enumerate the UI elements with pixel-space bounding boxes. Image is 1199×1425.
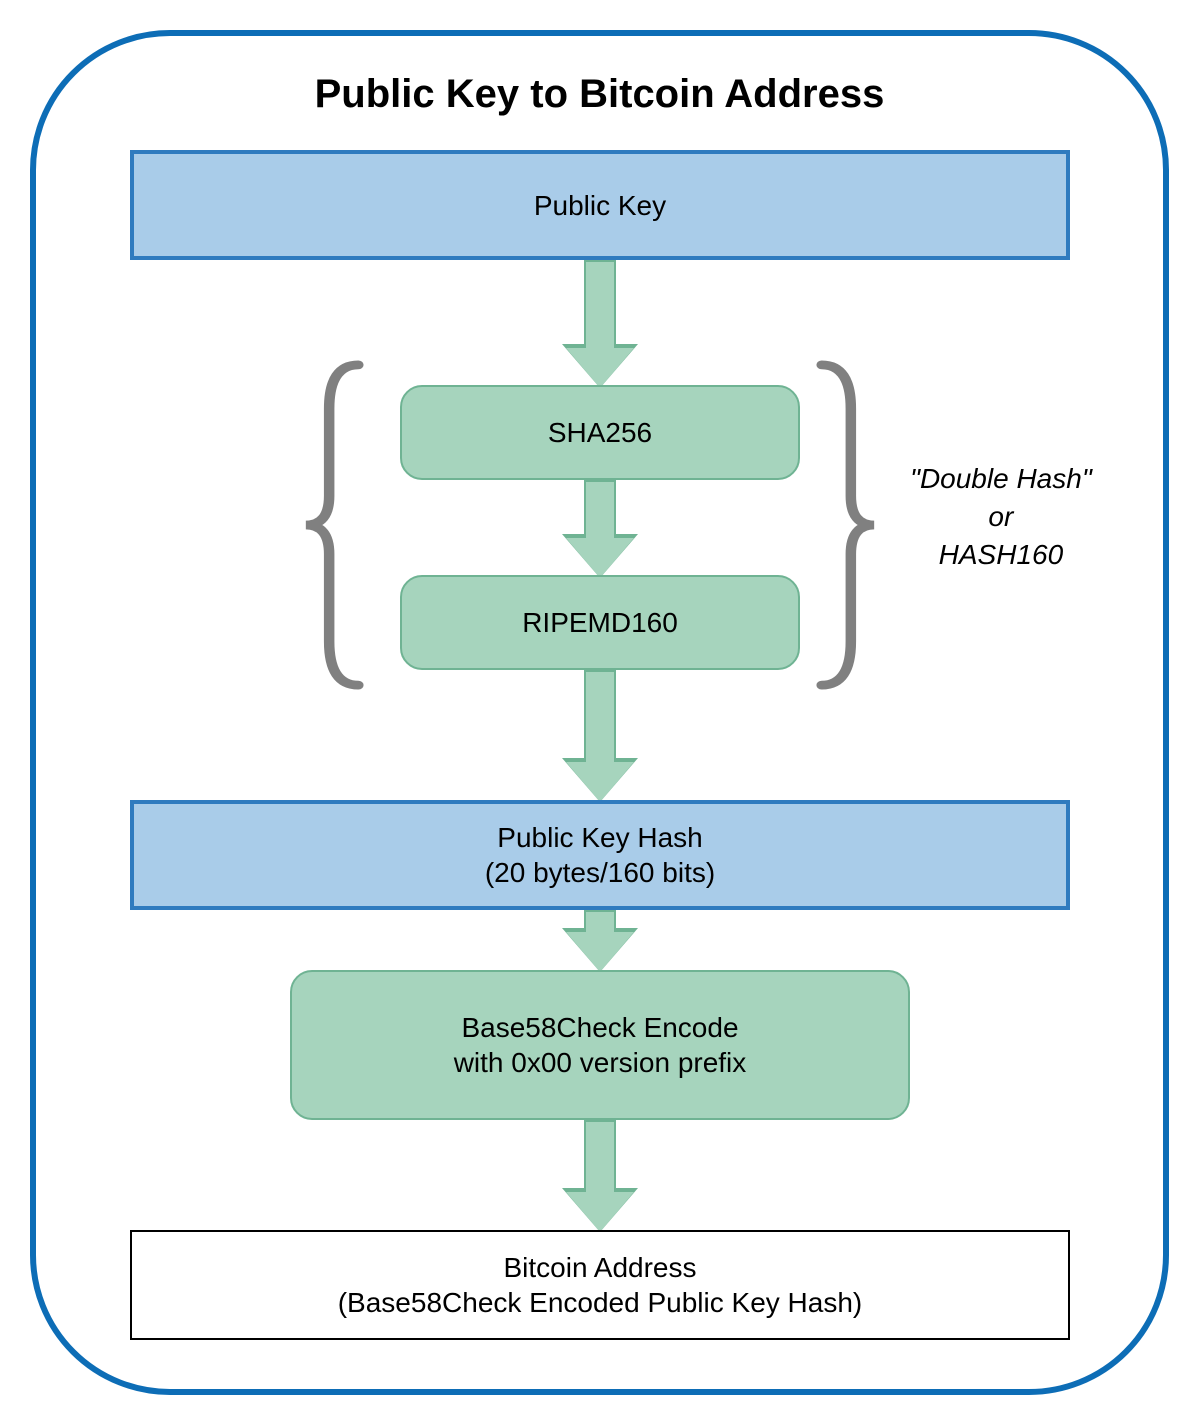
arrow-down [566, 260, 634, 388]
annotation-line: or [910, 498, 1092, 536]
arrow-head-icon [566, 1192, 634, 1232]
node-label-line1: Public Key Hash [497, 820, 702, 855]
node-label: SHA256 [548, 415, 652, 450]
node-label-line1: Bitcoin Address [504, 1250, 697, 1285]
diagram-title: Public Key to Bitcoin Address [0, 72, 1199, 117]
arrow-shaft [584, 1120, 616, 1192]
arrow-head-icon [566, 348, 634, 388]
node-label-line2: with 0x00 version prefix [454, 1045, 747, 1080]
node-public-key: Public Key [130, 150, 1070, 260]
arrow-head-icon [566, 538, 634, 578]
brace-left-icon [300, 360, 370, 690]
annotation-line: "Double Hash" [910, 460, 1092, 498]
node-label: Public Key [534, 188, 666, 223]
node-ripemd160: RIPEMD160 [400, 575, 800, 670]
node-public-key-hash: Public Key Hash (20 bytes/160 bits) [130, 800, 1070, 910]
arrow-head-icon [566, 932, 634, 972]
arrow-down [566, 1120, 634, 1232]
arrow-head-icon [566, 762, 634, 802]
brace-right-icon [810, 360, 880, 690]
double-hash-annotation: "Double Hash" or HASH160 [910, 460, 1092, 573]
node-label-line2: (Base58Check Encoded Public Key Hash) [338, 1285, 863, 1320]
node-bitcoin-address: Bitcoin Address (Base58Check Encoded Pub… [130, 1230, 1070, 1340]
arrow-shaft [584, 260, 616, 348]
arrow-shaft [584, 480, 616, 538]
annotation-line: HASH160 [910, 536, 1092, 574]
node-base58check-encode: Base58Check Encode with 0x00 version pre… [290, 970, 910, 1120]
node-sha256: SHA256 [400, 385, 800, 480]
node-label-line2: (20 bytes/160 bits) [485, 855, 715, 890]
arrow-shaft [584, 910, 616, 932]
arrow-down [566, 480, 634, 578]
arrow-shaft [584, 670, 616, 762]
node-label-line1: Base58Check Encode [461, 1010, 738, 1045]
arrow-down [566, 670, 634, 802]
arrow-down [566, 910, 634, 972]
node-label: RIPEMD160 [522, 605, 678, 640]
